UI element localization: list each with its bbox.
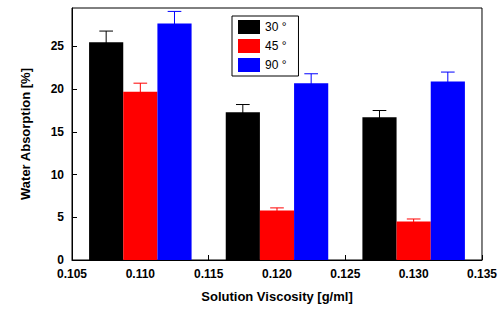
svg-text:20: 20 <box>51 82 65 96</box>
svg-text:Water Absorption [%]: Water Absorption [%] <box>18 68 33 200</box>
svg-text:15: 15 <box>51 125 65 139</box>
svg-text:10: 10 <box>51 168 65 182</box>
svg-text:Solution Viscosity [g/ml]: Solution Viscosity [g/ml] <box>201 289 352 304</box>
svg-text:0: 0 <box>57 253 64 267</box>
svg-text:0.120: 0.120 <box>262 267 292 281</box>
svg-text:0.135: 0.135 <box>467 267 497 281</box>
svg-text:0.130: 0.130 <box>399 267 429 281</box>
svg-text:30 °: 30 ° <box>265 20 287 34</box>
svg-text:45 °: 45 ° <box>265 39 287 53</box>
svg-text:0.115: 0.115 <box>194 267 224 281</box>
svg-text:25: 25 <box>51 39 65 53</box>
svg-text:0.105: 0.105 <box>57 267 87 281</box>
svg-text:0.125: 0.125 <box>330 267 360 281</box>
svg-text:5: 5 <box>57 210 64 224</box>
svg-text:0.110: 0.110 <box>126 267 156 281</box>
svg-text:90 °: 90 ° <box>265 58 287 72</box>
